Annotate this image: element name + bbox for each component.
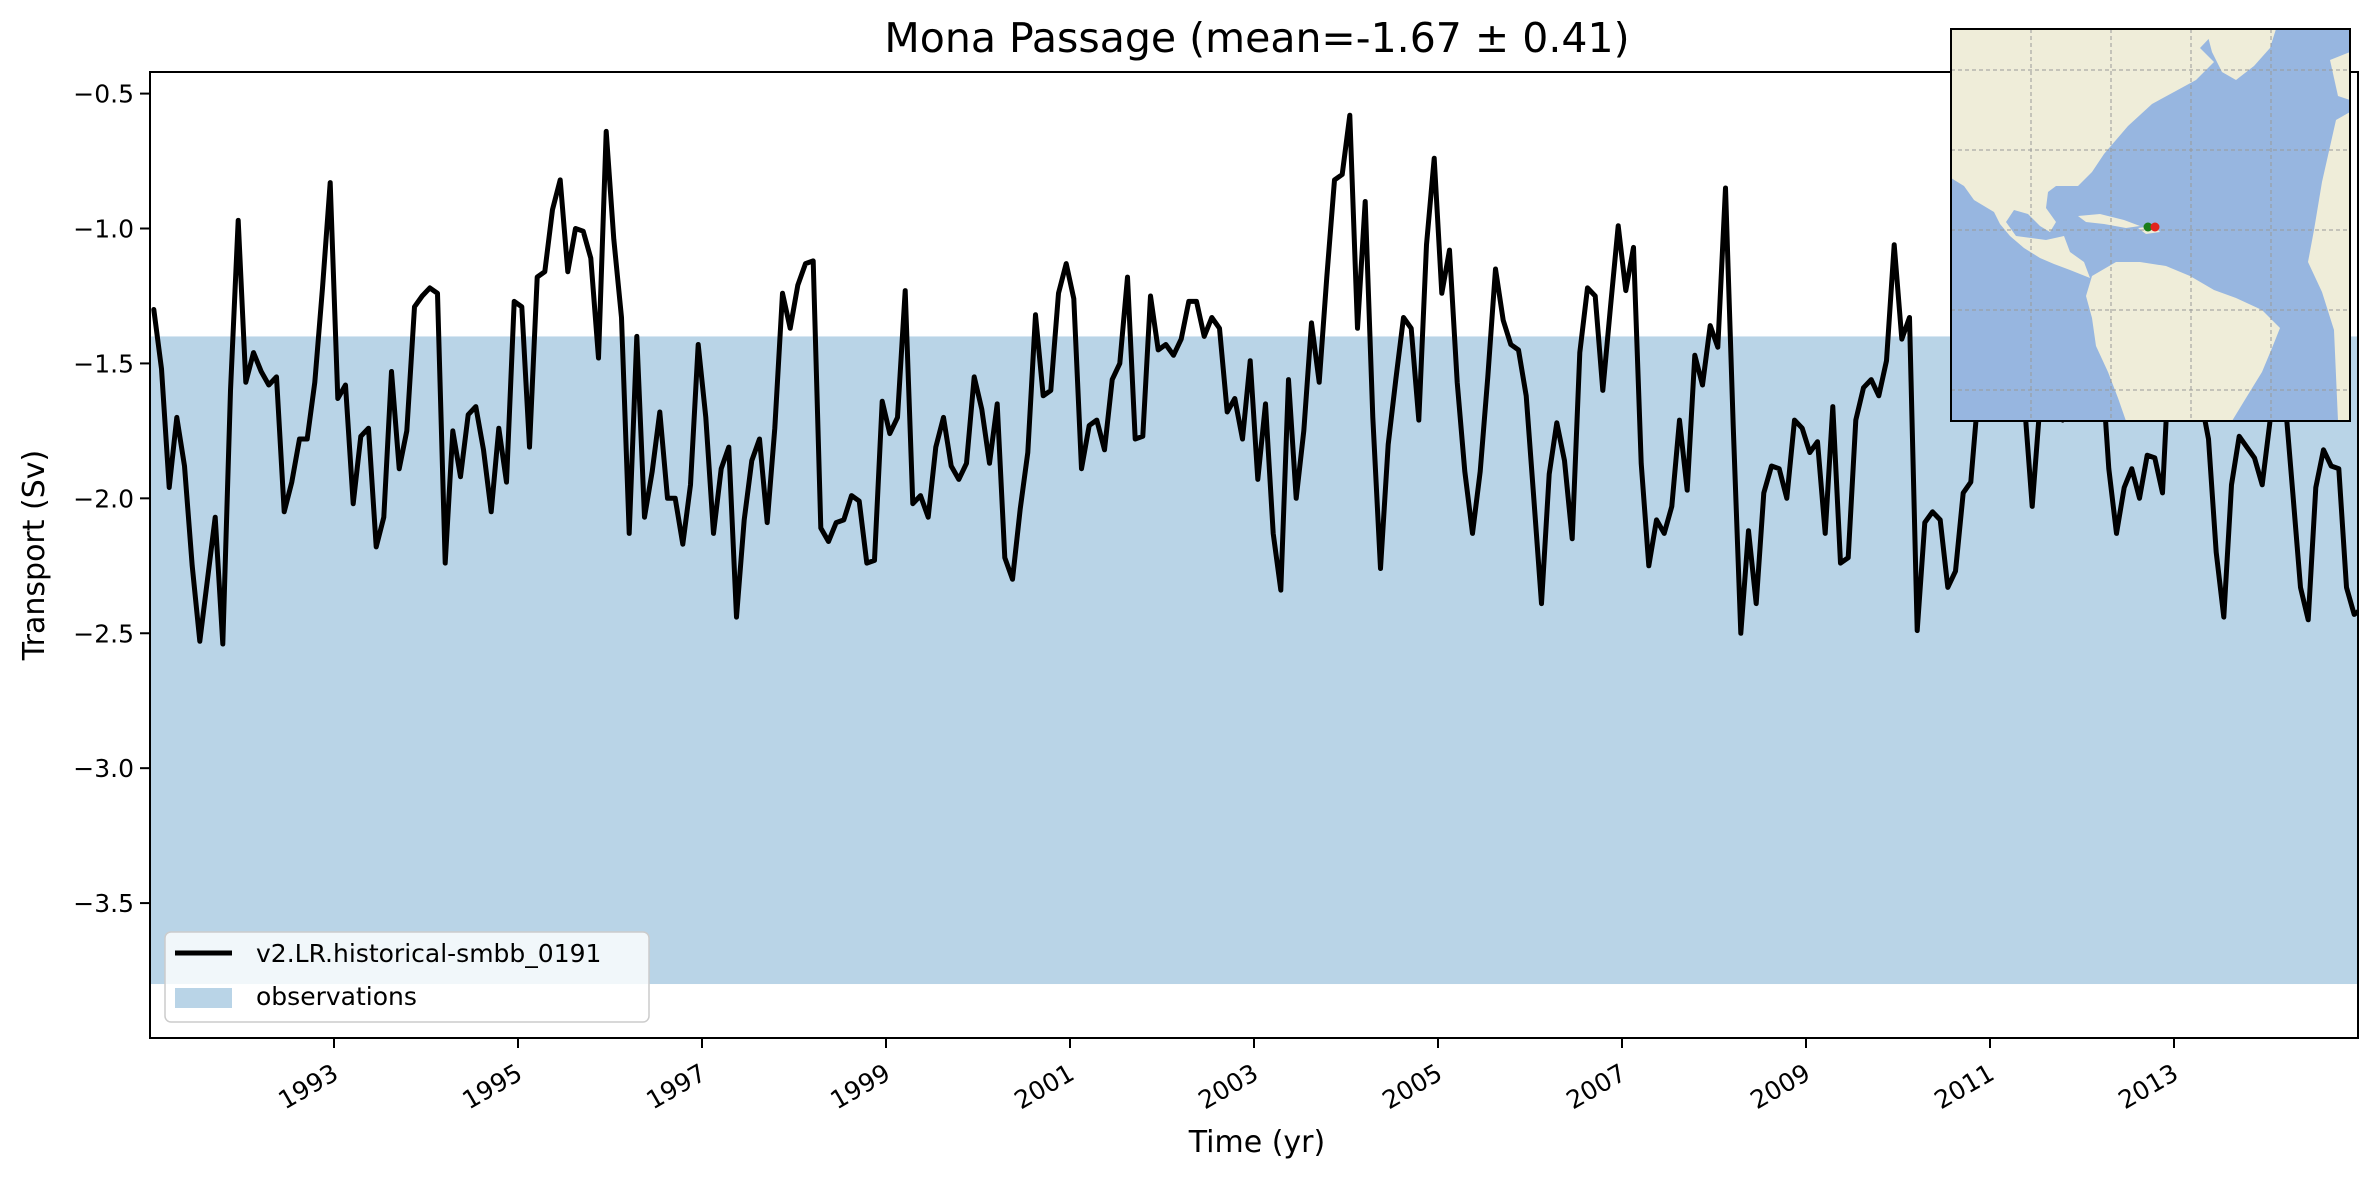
legend-band-swatch [175,988,232,1008]
x-tick-label: 2013 [2113,1058,2183,1115]
map-land-africa [2308,112,2350,421]
map-land-south-america [2086,262,2280,421]
legend-box [164,931,650,1023]
chart-title: Mona Passage (mean=-1.67 ± 0.41) [884,14,1629,62]
x-tick-label: 1993 [273,1058,343,1115]
x-axis-label: Time (yr) [1188,1125,1325,1160]
y-tick-label: −3.5 [73,889,134,918]
legend-series-label: v2.LR.historical-smbb_0191 [256,939,601,968]
legend: v2.LR.historical-smbb_0191 observations [164,931,650,1023]
y-axis-label: Transport (Sv) [17,450,52,662]
plot-frame [149,71,2359,1039]
legend-band-label: observations [256,982,417,1011]
inset-map-frame [1950,28,2351,422]
map-land-greenland [2206,29,2276,80]
y-tick-label: −0.5 [73,80,134,109]
map-land-europe [2330,52,2350,100]
x-tick-label: 1999 [825,1058,895,1115]
y-tick-label: −1.5 [73,349,134,378]
x-axis: 1993 1995 1997 1999 2001 2003 2005 2007 2009 2011… [273,1038,2183,1115]
y-tick-label: −3.0 [73,754,134,783]
y-tick-label: −2.5 [73,619,134,648]
x-tick-label: 1997 [641,1058,711,1115]
y-tick-label: −1.0 [73,215,134,244]
y-tick-label: −2.0 [73,484,134,513]
x-tick-label: 2005 [1377,1058,1447,1115]
x-tick-label: 2007 [1561,1058,1631,1115]
x-tick-label: 1995 [457,1058,527,1115]
inset-map [1950,28,2351,422]
x-tick-label: 2001 [1009,1058,1079,1115]
x-tick-label: 2003 [1193,1058,1263,1115]
x-tick-label: 2011 [1929,1058,1999,1115]
map-transect-start-marker [2143,222,2153,232]
x-tick-label: 2009 [1745,1058,1815,1115]
map-transect-end-marker [2150,222,2160,232]
y-axis: −0.5 −1.0 −1.5 −2.0 −2.5 −3.0 −3.5 [73,80,150,918]
map-land-cuba [2078,214,2140,228]
map-land-north-america [1951,29,2218,278]
